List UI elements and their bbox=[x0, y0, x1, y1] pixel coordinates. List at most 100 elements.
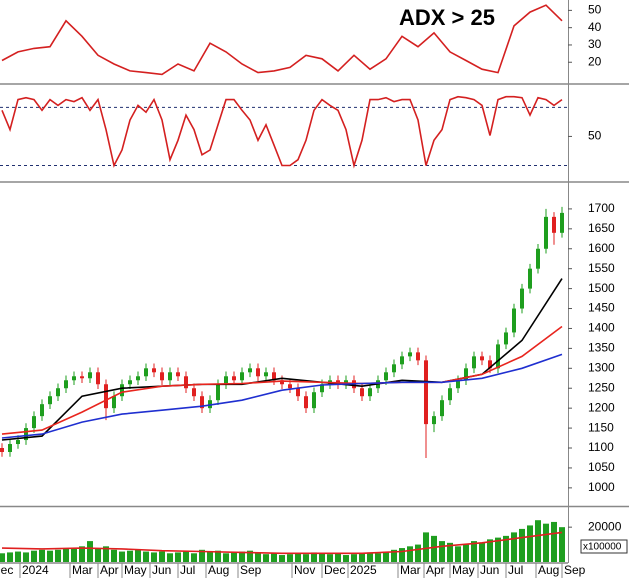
volume-bar bbox=[543, 523, 549, 562]
volume-bar bbox=[503, 535, 509, 562]
volume-bar bbox=[79, 546, 85, 562]
y-tick-label: 1350 bbox=[588, 341, 615, 355]
x-tick-label: Dec bbox=[324, 563, 345, 577]
candle-body bbox=[272, 372, 276, 381]
volume-bar bbox=[255, 553, 261, 562]
candle-body bbox=[256, 368, 260, 377]
y-tick-label: 1500 bbox=[588, 281, 615, 295]
volume-bar bbox=[319, 553, 325, 562]
volume-bar bbox=[191, 553, 197, 562]
volume-bar bbox=[535, 520, 541, 562]
volume-bar bbox=[31, 550, 37, 562]
indicator-line bbox=[1, 4, 563, 76]
candle-body bbox=[184, 376, 188, 389]
y-tick-label: 1300 bbox=[588, 360, 615, 374]
y-tick-label: 1400 bbox=[588, 321, 615, 335]
candle-body bbox=[240, 372, 244, 381]
candle-body bbox=[480, 356, 484, 361]
candle-body bbox=[56, 388, 60, 397]
y-tick-label: 1250 bbox=[588, 380, 615, 394]
x-tick-label: 2024 bbox=[22, 563, 49, 577]
x-tick-label: Mar bbox=[400, 563, 421, 577]
volume-bar bbox=[343, 555, 349, 562]
candle-body bbox=[16, 440, 20, 445]
volume-bar bbox=[167, 553, 173, 562]
candle-body bbox=[488, 360, 492, 369]
candle-body bbox=[440, 400, 444, 417]
volume-bar bbox=[527, 525, 533, 562]
volume-bar bbox=[311, 552, 317, 562]
candle-body bbox=[408, 352, 412, 357]
moving-average bbox=[1, 353, 563, 439]
unit-label: x100000 bbox=[583, 542, 622, 553]
candle-body bbox=[472, 356, 476, 369]
volume-bar bbox=[127, 550, 133, 562]
candle-body bbox=[360, 388, 364, 397]
x-tick-label: Mar bbox=[72, 563, 93, 577]
y-tick-label: 1000 bbox=[588, 480, 615, 494]
volume-bar bbox=[183, 551, 189, 562]
volume-bar bbox=[423, 532, 429, 562]
moving-average bbox=[1, 325, 563, 435]
x-tick-label: Jun bbox=[480, 563, 499, 577]
candle-body bbox=[264, 372, 268, 377]
volume-bar bbox=[287, 554, 293, 562]
candle-body bbox=[248, 368, 252, 373]
candle-body bbox=[216, 384, 220, 401]
candle-body bbox=[32, 416, 36, 429]
candle-body bbox=[448, 388, 452, 401]
volume-bar bbox=[47, 550, 53, 562]
volume-bar bbox=[551, 521, 557, 562]
volume-bar bbox=[295, 553, 301, 562]
volume-bar bbox=[463, 544, 469, 562]
y-tick-label: 50 bbox=[588, 129, 602, 143]
candle-body bbox=[200, 396, 204, 409]
indicator-line bbox=[1, 95, 563, 169]
volume-bar bbox=[263, 554, 269, 562]
candle-body bbox=[128, 380, 132, 385]
x-tick-label: Apr bbox=[426, 563, 445, 577]
x-tick-label: 2025 bbox=[350, 563, 377, 577]
candle-body bbox=[160, 372, 164, 381]
volume-bar bbox=[439, 541, 445, 562]
volume-bar bbox=[447, 542, 453, 562]
candle-body bbox=[520, 288, 524, 309]
candle-body bbox=[224, 376, 228, 385]
volume-bar bbox=[15, 551, 21, 562]
candle-body bbox=[392, 364, 396, 373]
candle-body bbox=[552, 216, 556, 233]
candle-body bbox=[96, 372, 100, 385]
candle-body bbox=[0, 448, 4, 452]
volume-bar bbox=[231, 552, 237, 562]
candle-body bbox=[104, 384, 108, 409]
volume-bar bbox=[247, 550, 253, 562]
candle-body bbox=[280, 380, 284, 385]
x-tick-label: Sep bbox=[240, 563, 262, 577]
x-tick-label: Nov bbox=[294, 563, 315, 577]
candle-body bbox=[560, 212, 564, 233]
unit-box bbox=[580, 539, 628, 554]
y-tick-label: 1100 bbox=[588, 440, 614, 454]
volume-bar bbox=[407, 546, 413, 562]
candle-body bbox=[120, 384, 124, 397]
candle-body bbox=[512, 308, 516, 333]
volume-bar bbox=[303, 554, 309, 562]
candle-body bbox=[400, 356, 404, 365]
candle-body bbox=[232, 376, 236, 381]
candle-body bbox=[176, 372, 180, 377]
volume-bar bbox=[327, 554, 333, 562]
candle-body bbox=[312, 392, 316, 409]
candle-body bbox=[40, 404, 44, 417]
y-tick-label: 50 bbox=[588, 3, 602, 17]
candle-body bbox=[208, 400, 212, 409]
x-tick-label: Aug bbox=[538, 563, 559, 577]
candle-body bbox=[424, 360, 428, 425]
candle-body bbox=[504, 332, 508, 345]
y-tick-label: 1450 bbox=[588, 301, 615, 315]
candle-body bbox=[64, 380, 68, 389]
volume-bar bbox=[135, 549, 141, 562]
volume-bar bbox=[23, 552, 29, 562]
candle-body bbox=[384, 372, 388, 381]
volume-bar bbox=[511, 532, 517, 562]
